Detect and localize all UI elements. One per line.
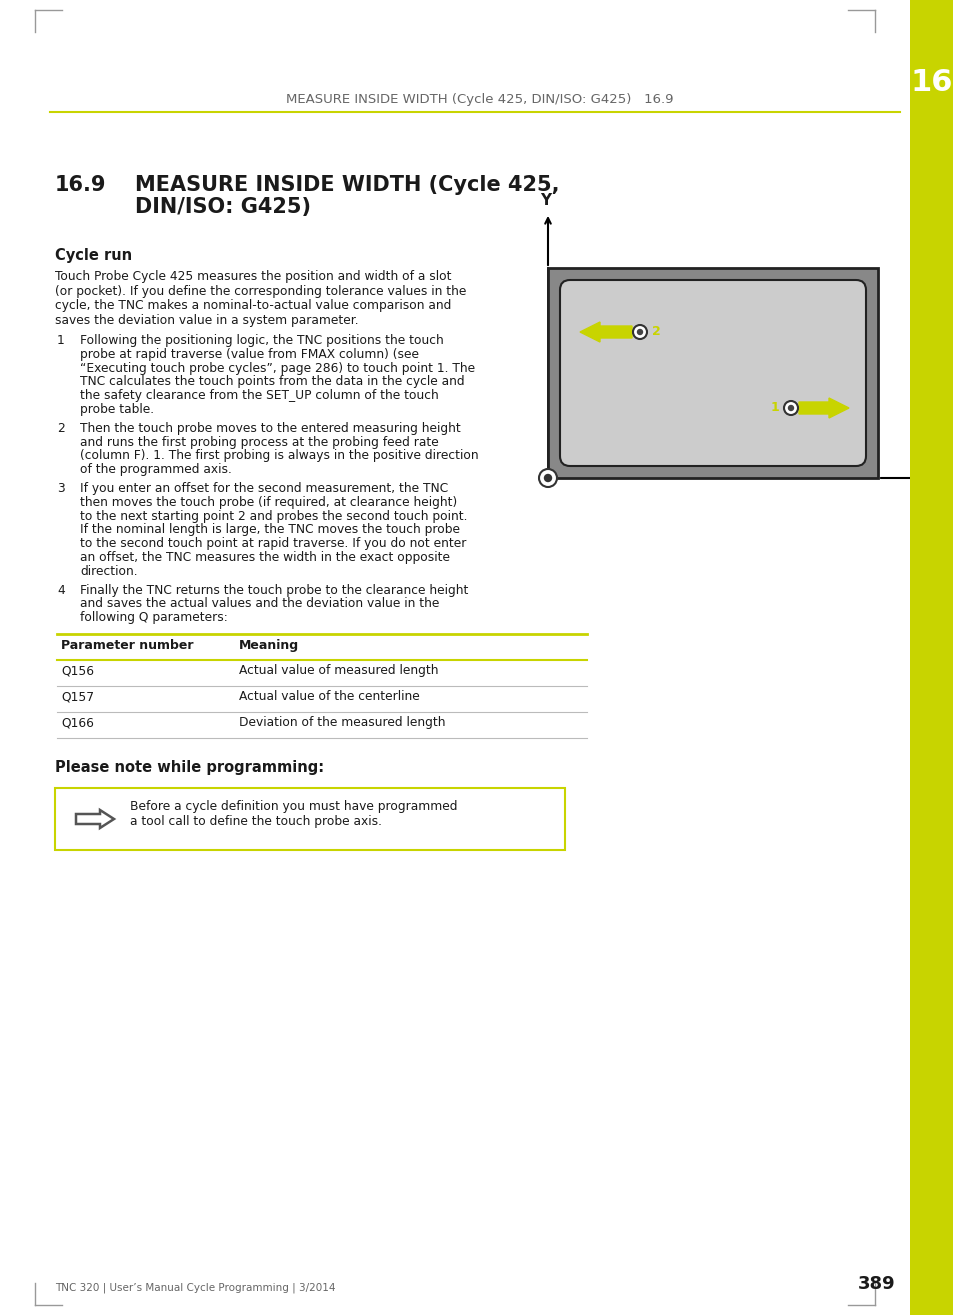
Text: the safety clearance from the SET_UP column of the touch: the safety clearance from the SET_UP col… (80, 389, 438, 402)
Text: If you enter an offset for the second measurement, the TNC: If you enter an offset for the second me… (80, 483, 448, 494)
Text: 4: 4 (57, 584, 65, 597)
Text: TNC calculates the touch points from the data in the cycle and: TNC calculates the touch points from the… (80, 375, 464, 388)
Text: Meaning: Meaning (239, 639, 299, 652)
Text: direction.: direction. (80, 565, 137, 577)
Text: If the nominal length is large, the TNC moves the touch probe: If the nominal length is large, the TNC … (80, 523, 459, 537)
Text: saves the deviation value in a system parameter.: saves the deviation value in a system pa… (55, 313, 358, 326)
Circle shape (783, 401, 797, 416)
Text: MEASURE INSIDE WIDTH (Cycle 425,: MEASURE INSIDE WIDTH (Cycle 425, (135, 175, 558, 195)
Text: (column F). 1. The first probing is always in the positive direction: (column F). 1. The first probing is alwa… (80, 450, 478, 463)
Circle shape (538, 469, 557, 487)
Text: to the second touch point at rapid traverse. If you do not enter: to the second touch point at rapid trave… (80, 538, 466, 550)
Text: Actual value of the centerline: Actual value of the centerline (239, 690, 419, 704)
Text: Finally the TNC returns the touch probe to the clearance height: Finally the TNC returns the touch probe … (80, 584, 468, 597)
Text: Following the positioning logic, the TNC positions the touch: Following the positioning logic, the TNC… (80, 334, 443, 347)
Text: probe at rapid traverse (value from FMAX column) (see: probe at rapid traverse (value from FMAX… (80, 347, 418, 360)
Text: following Q parameters:: following Q parameters: (80, 611, 228, 625)
Text: 2: 2 (651, 325, 660, 338)
Text: Deviation of the measured length: Deviation of the measured length (239, 717, 445, 730)
Text: and saves the actual values and the deviation value in the: and saves the actual values and the devi… (80, 597, 439, 610)
Text: a tool call to define the touch probe axis.: a tool call to define the touch probe ax… (130, 815, 381, 828)
Text: Please note while programming:: Please note while programming: (55, 760, 324, 775)
Text: Parameter number: Parameter number (61, 639, 193, 652)
Text: an offset, the TNC measures the width in the exact opposite: an offset, the TNC measures the width in… (80, 551, 450, 564)
Text: Q156: Q156 (61, 664, 94, 677)
Text: Q166: Q166 (61, 717, 93, 730)
Text: Then the touch probe moves to the entered measuring height: Then the touch probe moves to the entere… (80, 422, 460, 435)
Bar (909, 0, 953, 1315)
Circle shape (637, 330, 641, 334)
Text: Touch Probe Cycle 425 measures the position and width of a slot: Touch Probe Cycle 425 measures the posit… (55, 270, 451, 283)
Text: 16.9: 16.9 (55, 175, 107, 195)
Text: Y: Y (539, 193, 551, 208)
Text: of the programmed axis.: of the programmed axis. (80, 463, 232, 476)
Text: (or pocket). If you define the corresponding tolerance values in the: (or pocket). If you define the correspon… (55, 284, 466, 297)
Text: DIN/ISO: G425): DIN/ISO: G425) (135, 197, 311, 217)
Text: Before a cycle definition you must have programmed: Before a cycle definition you must have … (130, 800, 457, 813)
Text: 2: 2 (57, 422, 65, 435)
FancyArrow shape (579, 322, 631, 342)
Text: and runs the first probing process at the probing feed rate: and runs the first probing process at th… (80, 435, 438, 448)
Text: X: X (933, 471, 944, 485)
Text: MEASURE INSIDE WIDTH (Cycle 425, DIN/ISO: G425)   16.9: MEASURE INSIDE WIDTH (Cycle 425, DIN/ISO… (286, 93, 673, 107)
Text: to the next starting point 2 and probes the second touch point.: to the next starting point 2 and probes … (80, 510, 467, 522)
Text: TNC 320 | User’s Manual Cycle Programming | 3/2014: TNC 320 | User’s Manual Cycle Programmin… (55, 1282, 335, 1293)
Text: 3: 3 (57, 483, 65, 494)
Text: 1: 1 (769, 401, 779, 413)
FancyBboxPatch shape (55, 788, 564, 849)
Text: 16: 16 (910, 68, 952, 97)
Circle shape (544, 475, 551, 481)
Text: cycle, the TNC makes a nominal-to-actual value comparison and: cycle, the TNC makes a nominal-to-actual… (55, 299, 451, 312)
Text: Cycle run: Cycle run (55, 249, 132, 263)
Text: probe table.: probe table. (80, 402, 154, 416)
Polygon shape (76, 810, 113, 828)
Circle shape (788, 405, 793, 410)
Text: “Executing touch probe cycles”, page 286) to touch point 1. The: “Executing touch probe cycles”, page 286… (80, 362, 475, 375)
Text: 1: 1 (57, 334, 65, 347)
FancyBboxPatch shape (559, 280, 865, 466)
Bar (547, 268, 877, 477)
Text: 389: 389 (857, 1276, 894, 1293)
Circle shape (633, 325, 646, 339)
Text: Q157: Q157 (61, 690, 94, 704)
Text: Actual value of measured length: Actual value of measured length (239, 664, 438, 677)
Text: then moves the touch probe (if required, at clearance height): then moves the touch probe (if required,… (80, 496, 456, 509)
FancyArrow shape (799, 398, 848, 418)
